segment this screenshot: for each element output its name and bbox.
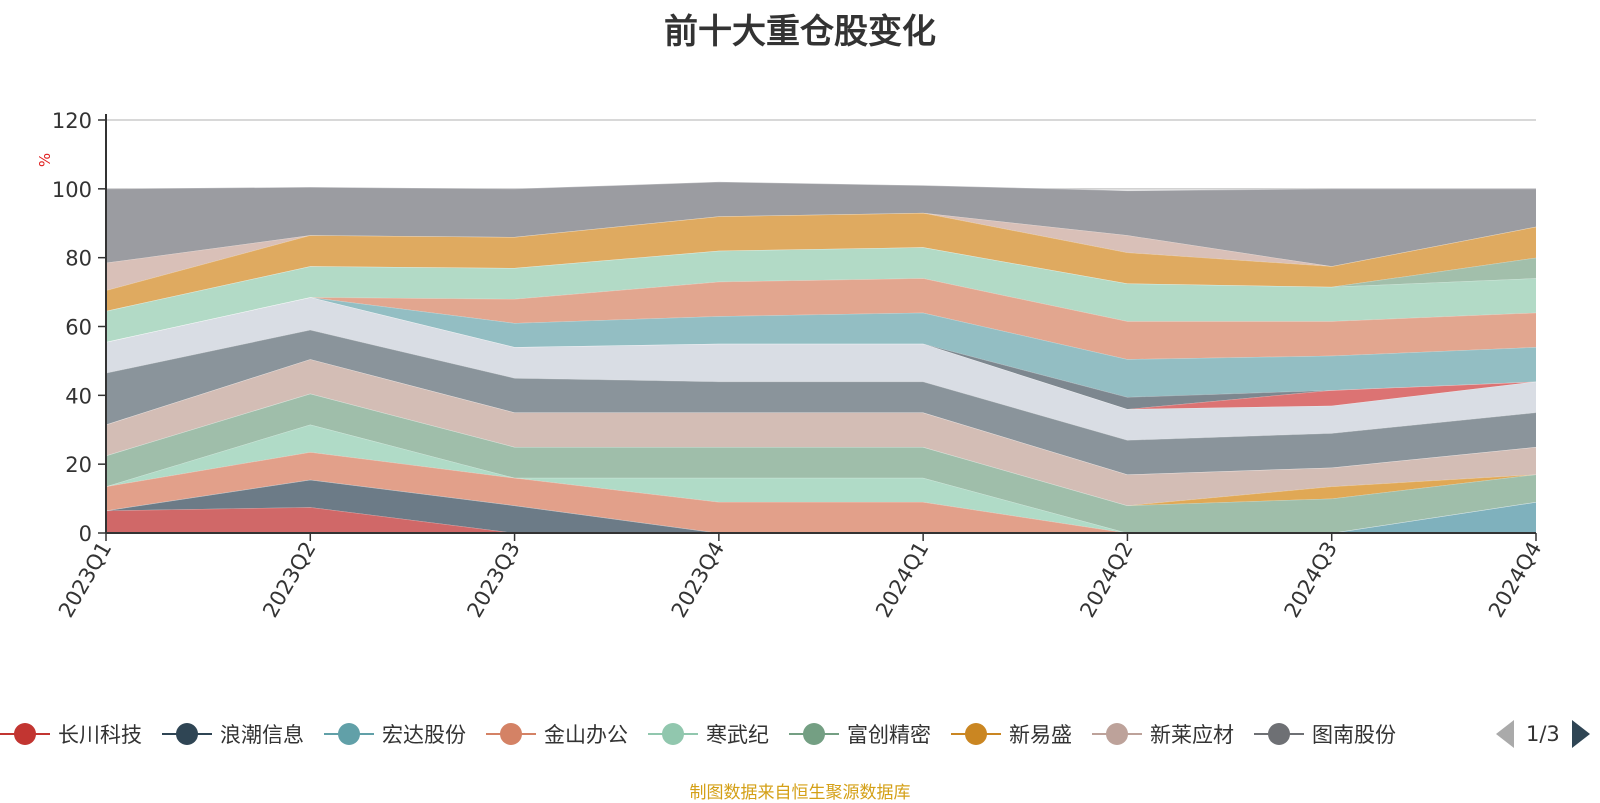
area-series (106, 297, 1536, 410)
area-series (106, 297, 1536, 398)
area-series (106, 359, 1536, 506)
area-series (106, 329, 1536, 475)
y-axis-ticks: 0 20 40 60 80 100 120 (52, 109, 106, 546)
legend-label: 长川科技 (58, 723, 142, 747)
legend-label: 宏达股份 (382, 723, 466, 747)
legend-item[interactable]: 金山办公 (486, 719, 628, 749)
x-tick-label: 2023Q2 (258, 538, 320, 622)
legend-marker-icon (162, 722, 212, 746)
legend-track: 长川科技 浪潮信息 宏达股份 金山办公 寒武纪 富创精密 新易盛 新莱应材 图南股份 (0, 712, 1482, 756)
area-series (106, 479, 1536, 533)
x-axis-ticks: 2023Q1 2023Q2 2023Q3 2023Q4 2024Q1 2024Q2 2024… (54, 533, 1546, 622)
area-series (106, 297, 1536, 441)
legend-item[interactable]: 浪潮信息 (162, 719, 304, 749)
legend-label: 图南股份 (1312, 723, 1396, 747)
area-series (106, 479, 1536, 533)
legend-label: 浪潮信息 (220, 723, 304, 747)
area-series (106, 424, 1536, 533)
legend-item[interactable]: 宏达股份 (324, 719, 466, 749)
legend-marker-icon (486, 722, 536, 746)
x-tick-label: 2023Q4 (667, 538, 729, 622)
y-tick-label: 80 (65, 247, 92, 271)
y-tick-label: 40 (65, 384, 92, 408)
y-tick-label: 60 (65, 316, 92, 340)
y-tick-label: 0 (79, 522, 92, 546)
legend-label: 寒武纪 (706, 723, 769, 747)
y-axis-unit-label: % (36, 153, 54, 167)
x-tick-label: 2023Q3 (462, 538, 524, 622)
x-tick-label: 2024Q4 (1484, 538, 1546, 622)
source-note: 制图数据来自恒生聚源数据库 (689, 783, 911, 803)
area-series (106, 452, 1536, 533)
y-tick-label: 100 (52, 178, 92, 202)
legend-label: 新易盛 (1009, 723, 1072, 747)
legend-marker-icon (1092, 722, 1142, 746)
chart-title: 前十大重仓股变化 (664, 12, 936, 52)
legend-marker-icon (324, 722, 374, 746)
legend-marker-icon (789, 722, 839, 746)
area-series (106, 278, 1536, 360)
legend-marker-icon (951, 722, 1001, 746)
area-series (106, 181, 1536, 267)
x-tick-label: 2024Q2 (1075, 538, 1137, 622)
legend-marker-icon (1254, 722, 1304, 746)
legend-viewport: 长川科技 浪潮信息 宏达股份 金山办公 寒武纪 富创精密 新易盛 新莱应材 图南股份 (0, 712, 1482, 756)
area-series (106, 393, 1536, 533)
axes (105, 114, 1536, 534)
legend-label: 金山办公 (544, 723, 628, 747)
legend-item[interactable]: 图南股份 (1254, 719, 1396, 749)
x-tick-label: 2023Q1 (54, 538, 116, 622)
legend-label: 富创精密 (847, 723, 931, 747)
legend-item[interactable]: 新莱应材 (1092, 719, 1234, 749)
area-series (106, 247, 1536, 342)
y-tick-label: 20 (65, 453, 92, 477)
legend-item[interactable]: 新易盛 (951, 719, 1072, 749)
legend-item[interactable]: 寒武纪 (648, 719, 769, 749)
legend-page-indicator: 1/3 (1526, 722, 1560, 746)
legend-item[interactable]: 长川科技 (0, 719, 142, 749)
area-series (106, 507, 1536, 533)
x-tick-label: 2024Q1 (871, 538, 933, 622)
legend-marker-icon (0, 722, 50, 746)
area-series-edge (105, 181, 1536, 192)
legend-pager: 1/3 (1496, 712, 1590, 756)
legend-marker-icon (648, 722, 698, 746)
legend: 长川科技 浪潮信息 宏达股份 金山办公 寒武纪 富创精密 新易盛 新莱应材 图南股份 1/3 (0, 712, 1600, 756)
legend-next-page-icon[interactable] (1571, 720, 1590, 748)
legend-item[interactable]: 富创精密 (789, 719, 931, 749)
area-series-group (105, 181, 1537, 534)
x-tick-label: 2024Q3 (1280, 538, 1342, 622)
legend-prev-page-icon[interactable] (1496, 720, 1514, 748)
y-tick-label: 120 (52, 109, 92, 133)
area-series (106, 212, 1536, 311)
legend-label: 新莱应材 (1150, 723, 1234, 747)
